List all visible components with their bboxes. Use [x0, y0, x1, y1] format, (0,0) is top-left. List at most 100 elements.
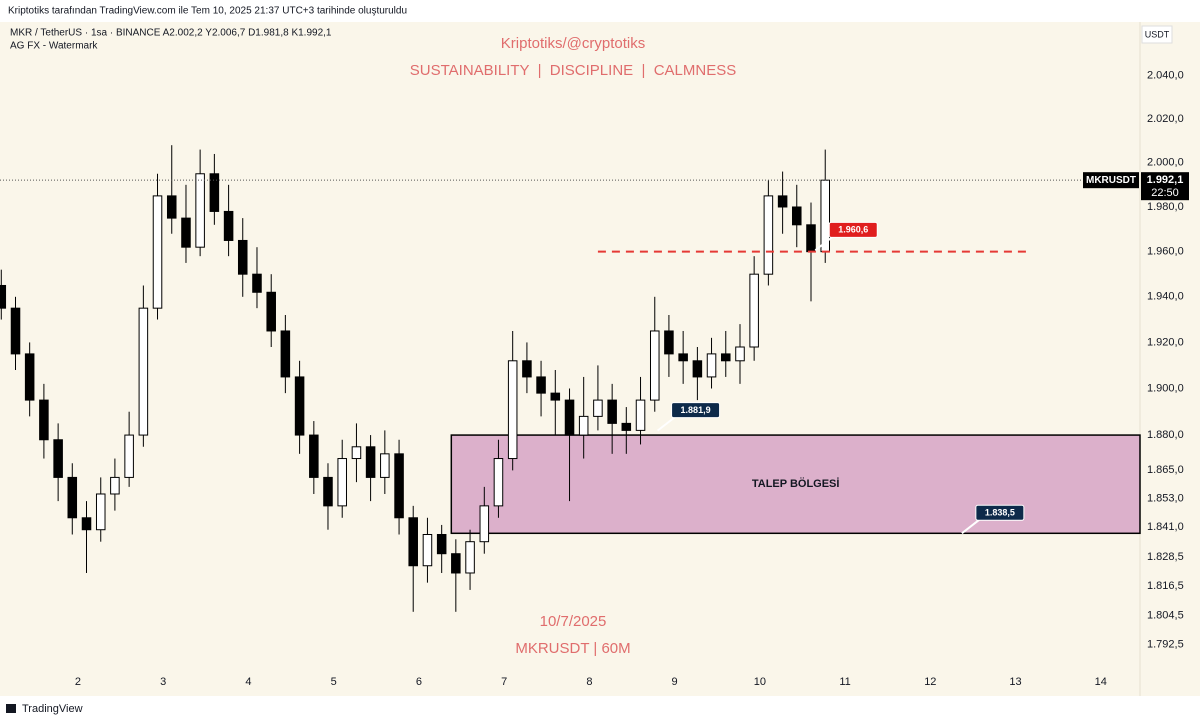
candle-body: [806, 224, 816, 253]
candle-body: [578, 415, 589, 436]
candle-body: [95, 493, 106, 531]
x-tick-label: 14: [1095, 676, 1107, 688]
price-label: 1.992,1: [1147, 174, 1184, 186]
zone-label: TALEP BÖLGESİ: [752, 477, 840, 490]
candle-body: [394, 453, 404, 519]
candle-body: [81, 517, 92, 531]
x-tick-label: 11: [839, 676, 850, 688]
candle-body: [564, 399, 575, 436]
y-tick-label: 1.920,0: [1147, 336, 1184, 348]
watermark: MKRUSDT | 60M: [515, 640, 630, 657]
indicator: AG FX - Watermark: [10, 41, 98, 52]
candle-body: [536, 376, 546, 394]
watermark: 10/7/2025: [540, 613, 607, 630]
candle-body: [124, 434, 134, 478]
candle-body: [110, 476, 120, 495]
y-tick-label: 2.000,0: [1147, 157, 1184, 169]
y-tick-label: 1.960,0: [1147, 246, 1184, 258]
candle-body: [280, 330, 291, 378]
candle-body: [451, 553, 461, 574]
candle-body: [479, 505, 490, 543]
y-tick-label: 1.980,0: [1147, 201, 1184, 213]
candle-body: [181, 217, 191, 248]
candle-body: [749, 273, 759, 348]
candle-body: [664, 330, 674, 355]
watermark: Kriptotiks/@cryptotiks: [501, 35, 645, 52]
candle-body: [138, 307, 149, 436]
candle-body: [294, 376, 305, 436]
candle-body: [67, 476, 78, 519]
y-tick-label: 1.940,0: [1147, 291, 1184, 303]
candle-body: [692, 360, 703, 378]
candle-body: [351, 446, 362, 460]
y-tick-label: 1.853,0: [1147, 493, 1184, 505]
candle-body: [223, 210, 234, 241]
x-tick-label: 12: [924, 676, 936, 688]
candle-body: [621, 422, 632, 431]
x-tick-label: 8: [586, 676, 592, 688]
callout-box: [975, 504, 1025, 521]
countdown: 22:50: [1151, 187, 1179, 199]
candle-body: [166, 195, 177, 219]
y-tick-label: 1.816,5: [1147, 580, 1184, 592]
x-tick-label: 4: [245, 676, 251, 688]
callout-label: 1.838,5: [985, 508, 1015, 518]
callout-pointer: [656, 415, 677, 432]
candle-body: [706, 353, 717, 378]
candle-body: [209, 173, 220, 212]
x-tick-label: 10: [754, 676, 766, 688]
candle-body: [10, 307, 21, 355]
y-tick-label: 2.040,0: [1147, 70, 1184, 82]
x-tick-label: 6: [416, 676, 422, 688]
candle-body: [408, 517, 418, 567]
demand-zone: [450, 434, 1141, 535]
y-tick-label: 1.804,5: [1147, 609, 1184, 621]
candle-body: [39, 399, 49, 441]
candle-body: [309, 434, 319, 478]
x-tick-label: 2: [75, 676, 81, 688]
candle-body: [649, 330, 660, 401]
y-tick-label: 2.020,0: [1147, 113, 1184, 125]
candle-body: [763, 195, 774, 275]
tv-logo: [6, 704, 16, 713]
candle-body: [720, 353, 731, 362]
candle-body: [0, 284, 7, 309]
symbol-line: MKR / TetherUS · 1sa · BINANCE A2.002,2 …: [10, 28, 332, 39]
y-tick-label: 1.880,0: [1147, 429, 1184, 441]
chart-bg: [0, 22, 1200, 696]
candle-body: [323, 476, 333, 507]
y-tick-label: 1.900,0: [1147, 382, 1184, 394]
candle-body: [53, 439, 63, 478]
candle-body: [152, 195, 163, 309]
candle-body: [337, 458, 347, 507]
x-tick-label: 7: [501, 676, 507, 688]
candle-body: [522, 360, 532, 378]
candle-body: [365, 446, 376, 478]
candle-body: [791, 206, 802, 226]
candle-body: [422, 534, 433, 567]
y-tick-label: 1.828,5: [1147, 551, 1184, 563]
currency: USDT: [1145, 29, 1170, 39]
candle-body: [195, 173, 205, 248]
candle-body: [550, 392, 561, 401]
callout-box: [671, 402, 721, 419]
y-tick-label: 1.841,0: [1147, 521, 1184, 533]
candle-body: [493, 458, 504, 507]
candle-body: [380, 453, 390, 478]
watermark: SUSTAINABILITY | DISCIPLINE | CALMNESS: [410, 62, 737, 79]
price-symbol: MKRUSDT: [1086, 175, 1136, 186]
candle-body: [237, 239, 248, 275]
candle-body: [735, 346, 745, 362]
header: Kriptotiks tarafından TradingView.com il…: [8, 6, 407, 17]
price-symbol-box: [1083, 172, 1139, 189]
x-tick-label: 9: [672, 676, 678, 688]
callout-label: 1.960,6: [838, 225, 868, 235]
x-tick-label: 3: [160, 676, 166, 688]
callout-label: 1.881,9: [681, 405, 711, 415]
candle-body: [777, 195, 788, 208]
callout-box: [828, 221, 878, 238]
callout-pointer: [814, 235, 834, 252]
candle-body: [593, 399, 603, 417]
candle-body: [465, 541, 475, 574]
